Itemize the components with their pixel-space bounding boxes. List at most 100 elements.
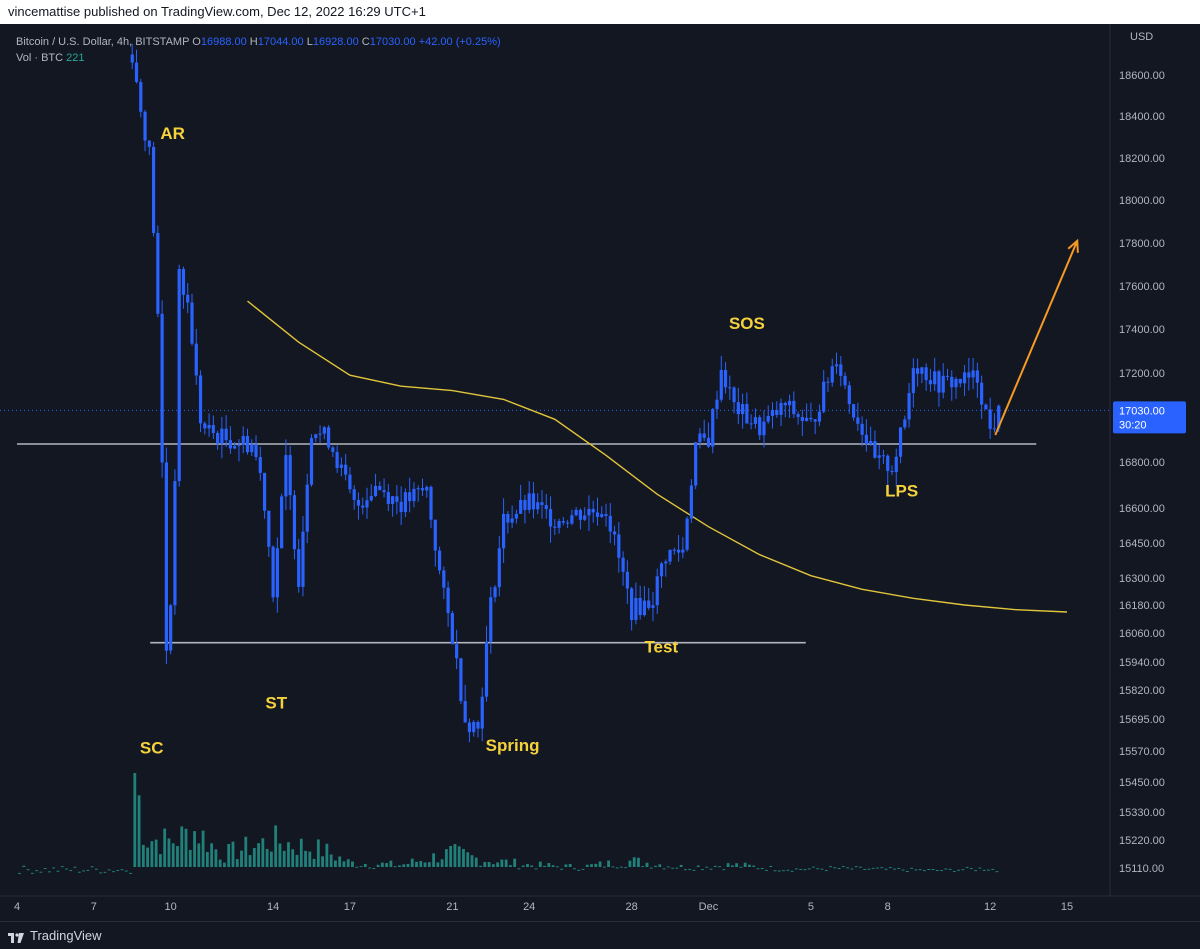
candle-body (164, 462, 168, 651)
candle-body (839, 364, 843, 376)
volume-bar (137, 795, 141, 867)
volume-bar (363, 863, 367, 867)
volume-bar (99, 872, 103, 874)
volume-bar (905, 870, 909, 872)
volume-bar (701, 869, 704, 871)
volume-bar (342, 861, 346, 867)
volume-bar (564, 864, 568, 867)
volume-bar (65, 868, 68, 870)
candle-body (391, 496, 395, 504)
candle-body (642, 600, 647, 616)
volume-bar (581, 868, 585, 870)
volume-bar (752, 865, 756, 867)
volume-bar (854, 866, 858, 868)
volume-bar (449, 845, 453, 867)
candle-body (297, 549, 301, 587)
candle-body (233, 445, 237, 449)
candle-body (224, 428, 228, 441)
volume-bar (765, 869, 768, 871)
candle-body (553, 526, 557, 528)
volume-bar (812, 866, 815, 868)
volume-bar (30, 872, 34, 874)
volume-bar (103, 871, 107, 873)
candle-body (659, 563, 664, 577)
candle-body (800, 416, 804, 422)
volume-bar (389, 860, 393, 867)
candle-body (386, 492, 390, 504)
volume-bar (77, 871, 81, 873)
x-tick-label: 17 (344, 901, 356, 913)
volume-bar (730, 865, 734, 867)
volume-bar (782, 870, 785, 872)
volume-bar (261, 838, 265, 867)
volume-bar (679, 864, 683, 867)
candle-body (711, 409, 715, 447)
annotation-label: Spring (486, 736, 540, 755)
candlestick-chart[interactable]: AR SC ST Spring Test SOS LPS USD 18600.00 18400.… (0, 24, 1200, 921)
footer-brand: TradingView (30, 928, 102, 943)
volume-bar (248, 855, 252, 867)
candle-body (924, 367, 928, 381)
candle-body (694, 442, 698, 486)
x-tick-label: 28 (626, 901, 638, 913)
volume-bar (538, 861, 542, 867)
volume-bar (295, 854, 299, 867)
volume-bar (931, 869, 935, 871)
volume-bar (649, 867, 653, 869)
high-value: 17044.00 (257, 36, 304, 48)
chart-frame (0, 24, 1200, 921)
candle-body (365, 500, 369, 508)
candle-body (369, 495, 373, 501)
candle-body (506, 513, 510, 523)
candle-body (527, 493, 531, 510)
candle-body (275, 548, 279, 598)
candle-body (143, 111, 147, 141)
volume-bar (790, 870, 794, 872)
volume-bar (824, 870, 828, 872)
candle-body (190, 302, 194, 344)
volume-bar (739, 866, 743, 868)
volume-bar (325, 843, 329, 867)
volume-bar (641, 866, 645, 868)
candle-body (493, 587, 497, 598)
volume-bar (530, 865, 534, 867)
volume-bar (470, 855, 474, 867)
projection-arrow-layer (994, 238, 1079, 436)
candle-body (570, 515, 574, 524)
volume-bar (107, 869, 111, 871)
candle-body (574, 509, 578, 516)
volume-bar (709, 868, 713, 870)
candle-body (245, 435, 250, 453)
candle-body (399, 501, 403, 513)
volume-bar (496, 862, 500, 867)
candle-body (134, 62, 139, 82)
annotation-label: SOS (729, 314, 765, 333)
volume-row: Vol · BTC 221 (16, 50, 501, 66)
y-tick-label: 16300.00 (1119, 573, 1165, 585)
candle-body (664, 561, 668, 564)
volume-bar (291, 849, 295, 867)
volume-bar (504, 859, 508, 867)
x-tick-label: Dec (699, 901, 719, 913)
candle-body (130, 54, 134, 63)
open-value: 16988.00 (200, 36, 247, 48)
volume-bar (419, 861, 423, 867)
candle-body (523, 500, 527, 510)
volume-bar (884, 868, 888, 870)
candle-body (681, 549, 685, 553)
candle-body (476, 721, 480, 729)
annotation-label: AR (160, 124, 185, 143)
candle-body (898, 427, 903, 457)
volume-bar (713, 865, 717, 867)
volume-bar (799, 868, 803, 870)
candle-body (463, 701, 467, 723)
candle-body (211, 425, 215, 433)
volume-bar (923, 870, 926, 872)
volume-bar (760, 868, 764, 870)
candle-body (971, 370, 975, 378)
volume-bar (112, 871, 115, 873)
volume-bar (914, 869, 918, 871)
volume-bar (48, 871, 51, 873)
volume-bar (73, 866, 77, 868)
volume-bar (43, 868, 47, 870)
